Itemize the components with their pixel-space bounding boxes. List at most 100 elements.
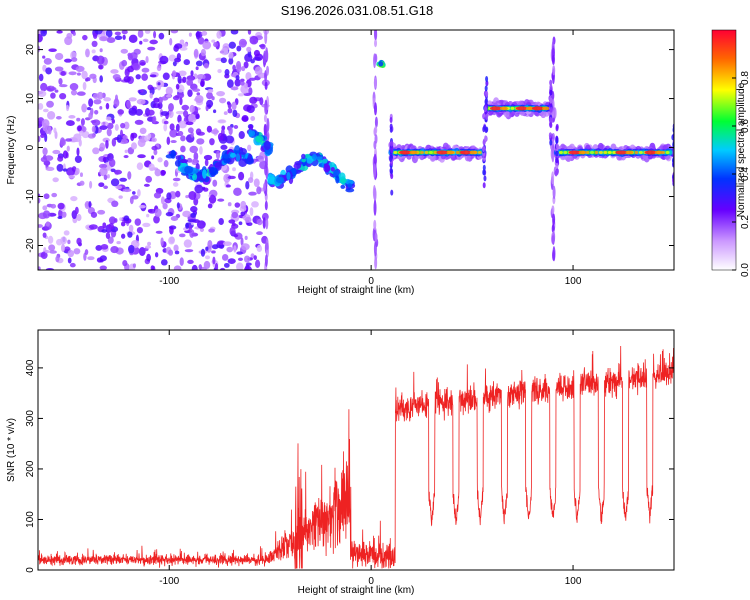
noise-speckle <box>240 237 244 246</box>
noise-speckle <box>178 70 187 77</box>
noise-speckle <box>45 267 55 270</box>
noise-speckle <box>247 144 252 152</box>
tone-b-edge <box>549 79 553 86</box>
tone-a-edge <box>389 167 393 174</box>
tone-c-edge <box>555 162 559 169</box>
noise-speckle <box>248 87 253 96</box>
noise-speckle <box>190 70 194 77</box>
tone-c-ridge <box>638 150 643 154</box>
noise-speckle <box>250 253 255 259</box>
noise-speckle <box>206 91 213 100</box>
noise-speckle <box>162 202 168 210</box>
noise-speckle <box>233 125 239 130</box>
noise-speckle <box>256 231 263 236</box>
noise-speckle <box>168 109 174 119</box>
noise-speckle <box>180 145 186 153</box>
spectrogram-y-tick-label: 0 <box>25 144 36 150</box>
tone-a-edge <box>390 140 394 147</box>
noise-speckle <box>227 258 236 264</box>
noise-speckle <box>76 117 81 122</box>
tone-a-peak <box>436 150 449 155</box>
tone-c-edge <box>555 125 559 132</box>
noise-speckle <box>137 189 141 197</box>
noise-speckle <box>132 263 136 268</box>
noise-speckle <box>254 66 263 76</box>
noise-speckle <box>40 30 47 37</box>
noise-speckle <box>140 89 144 93</box>
noise-speckle <box>127 65 135 73</box>
noise-speckle <box>241 65 246 72</box>
noise-speckle <box>190 212 197 218</box>
tone-a-ridge <box>424 150 429 154</box>
drift-signal <box>345 179 354 185</box>
noise-speckle <box>145 55 149 64</box>
noise-speckle <box>44 249 50 254</box>
tone-c-ridge <box>594 150 599 154</box>
tone-c-ridge <box>665 150 670 154</box>
noise-speckle <box>108 216 116 225</box>
noise-speckle <box>169 129 178 138</box>
drift-signal <box>192 173 198 181</box>
noise-speckle <box>185 194 190 199</box>
noise-speckle <box>40 82 48 92</box>
streak-speckle <box>262 217 266 229</box>
noise-speckle <box>45 166 55 172</box>
tone-b-edge <box>484 135 488 142</box>
drift-signal <box>179 158 189 164</box>
colorbar-tick-label: 0.6 <box>740 119 750 133</box>
noise-speckle <box>55 115 62 120</box>
noise-speckle <box>218 119 226 123</box>
tone-a-edge <box>483 175 487 182</box>
noise-speckle <box>240 243 250 251</box>
noise-speckle <box>169 38 173 46</box>
noise-speckle <box>195 113 200 120</box>
tone-a-edge <box>390 189 394 196</box>
noise-speckle <box>168 102 174 112</box>
streak-speckle <box>373 30 377 41</box>
noise-speckle <box>114 169 123 175</box>
streak-speckle <box>373 163 377 179</box>
tone-c-edge <box>555 169 559 176</box>
tone-a-edge <box>482 169 486 176</box>
drift-signal <box>335 175 340 184</box>
noise-speckle <box>240 200 247 210</box>
noise-speckle <box>217 68 222 74</box>
tone-c-peak <box>568 150 581 155</box>
streak-speckle <box>373 199 377 216</box>
streak-speckle <box>374 256 378 270</box>
noise-speckle <box>81 103 88 113</box>
noise-speckle <box>45 221 50 227</box>
noise-speckle <box>149 92 153 99</box>
noise-speckle <box>221 254 229 261</box>
noise-speckle <box>91 49 96 54</box>
noise-speckle <box>247 30 252 35</box>
noise-speckle <box>169 123 175 131</box>
tone-c-ridge <box>590 150 595 154</box>
noise-speckle <box>225 135 235 144</box>
drift-signal <box>286 171 291 181</box>
noise-speckle <box>197 36 205 45</box>
drift-signal <box>267 174 275 185</box>
noise-speckle <box>67 249 75 258</box>
streak-speckle <box>265 47 269 61</box>
streak-speckle <box>374 133 378 144</box>
snr-y-label: SNR (10 * v/v) <box>6 418 17 482</box>
noise-speckle <box>92 147 100 155</box>
noise-speckle <box>62 150 68 159</box>
noise-speckle <box>114 124 119 131</box>
noise-speckle <box>99 75 103 83</box>
noise-speckle <box>253 178 260 188</box>
noise-speckle <box>117 109 125 115</box>
noise-speckle <box>38 102 44 110</box>
noise-speckle <box>172 61 177 67</box>
noise-speckle <box>216 30 222 39</box>
noise-speckle <box>106 174 110 179</box>
noise-speckle <box>60 71 66 76</box>
noise-speckle <box>136 226 143 234</box>
noise-speckle <box>206 125 212 133</box>
noise-speckle <box>170 216 179 222</box>
noise-speckle <box>68 115 76 119</box>
noise-speckle <box>73 133 82 143</box>
tone-c-edge <box>555 157 559 164</box>
noise-speckle <box>193 48 199 58</box>
